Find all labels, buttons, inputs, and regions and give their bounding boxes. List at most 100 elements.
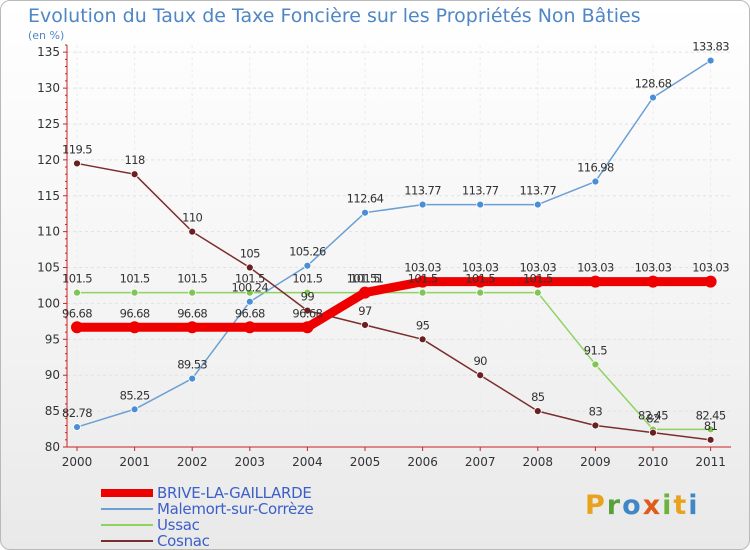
data-point bbox=[359, 286, 371, 299]
data-point bbox=[243, 321, 256, 334]
data-point bbox=[418, 288, 427, 297]
data-point bbox=[128, 321, 141, 334]
data-label: 101.5 bbox=[62, 272, 92, 286]
legend-swatch bbox=[101, 524, 153, 526]
data-label: 101.5 bbox=[292, 272, 322, 286]
x-tick-label: 2009 bbox=[580, 455, 611, 469]
y-tick-label: 95 bbox=[45, 332, 60, 346]
data-label: 82.45 bbox=[638, 408, 668, 422]
series-line bbox=[72, 277, 716, 332]
logo-letter: r bbox=[606, 490, 623, 521]
data-label: 101.5 bbox=[350, 272, 380, 286]
y-tick-label: 105 bbox=[37, 261, 60, 275]
data-label: 118 bbox=[125, 153, 145, 167]
legend-label: Malemort-sur-Corrèze bbox=[157, 500, 314, 518]
data-point bbox=[303, 288, 312, 297]
data-label: 101.5 bbox=[465, 272, 495, 286]
data-point bbox=[591, 177, 600, 186]
data-label: 85.25 bbox=[120, 388, 150, 402]
data-label: 105 bbox=[240, 247, 260, 261]
series-line bbox=[76, 162, 712, 441]
data-label: 103.03 bbox=[462, 261, 499, 275]
data-point bbox=[533, 200, 542, 209]
x-tick-label: 2003 bbox=[235, 455, 266, 469]
data-label: 101.5 bbox=[523, 272, 553, 286]
y-tick-label: 120 bbox=[37, 153, 60, 167]
data-label: 116.98 bbox=[577, 161, 614, 175]
line-chart: 80 85 90 95 100 105 110 115 120 125 130 135 2000 2001… bbox=[37, 40, 731, 469]
x-tick-label: 2001 bbox=[119, 455, 150, 469]
data-label: 96.68 bbox=[62, 306, 92, 320]
data-label: 99 bbox=[301, 290, 315, 304]
data-label: 90 bbox=[473, 354, 487, 368]
y-tick-label: 90 bbox=[45, 368, 60, 382]
y-tick-label: 135 bbox=[37, 45, 60, 59]
logo-letter: i bbox=[688, 490, 700, 521]
data-point bbox=[474, 275, 487, 288]
chart-title: Evolution du Taux de Taxe Foncière sur l… bbox=[28, 5, 641, 27]
data-point bbox=[73, 159, 81, 168]
x-tick-label: 2006 bbox=[407, 455, 438, 469]
logo-letter: o bbox=[622, 490, 643, 521]
data-label: 85 bbox=[531, 390, 545, 404]
x-tick-label: 2002 bbox=[177, 455, 208, 469]
legend-label: BRIVE-LA-GAILLARDE bbox=[157, 484, 312, 502]
data-point bbox=[303, 261, 312, 270]
y-tick-label: 115 bbox=[37, 189, 60, 203]
y-tick-label: 80 bbox=[45, 440, 60, 454]
data-label: 103.03 bbox=[519, 261, 556, 275]
data-label: 81 bbox=[704, 419, 718, 433]
data-label: 95 bbox=[416, 318, 430, 332]
data-point bbox=[649, 428, 657, 437]
data-point bbox=[418, 335, 427, 344]
x-tick-label: 2000 bbox=[62, 455, 93, 469]
legend-label: Ussac bbox=[157, 516, 200, 534]
x-tick-label: 2008 bbox=[523, 455, 554, 469]
data-label: 133.83 bbox=[692, 40, 729, 54]
data-point bbox=[533, 288, 542, 297]
data-point bbox=[361, 321, 369, 329]
series-line bbox=[76, 291, 712, 431]
data-label: 103.03 bbox=[635, 261, 672, 275]
data-point bbox=[476, 371, 485, 380]
x-tick-label: 2010 bbox=[638, 455, 669, 469]
unit-label: (en %) bbox=[28, 29, 65, 42]
data-point bbox=[361, 208, 369, 217]
data-label: 91.5 bbox=[584, 343, 607, 357]
data-point bbox=[591, 360, 600, 369]
data-label: 119.5 bbox=[62, 142, 92, 156]
series-line bbox=[76, 59, 712, 428]
data-point bbox=[647, 275, 659, 288]
x-tick-label: 2004 bbox=[292, 455, 323, 469]
data-point bbox=[245, 297, 254, 306]
data-label: 113.77 bbox=[519, 184, 556, 198]
data-point bbox=[301, 321, 314, 334]
proxiti-logo: Proxiti bbox=[585, 490, 700, 521]
data-label: 89.53 bbox=[177, 358, 207, 372]
data-point bbox=[130, 405, 139, 414]
data-point bbox=[188, 227, 197, 236]
data-point bbox=[303, 306, 312, 315]
data-point bbox=[533, 407, 542, 416]
data-label: 113.77 bbox=[462, 184, 499, 198]
data-label: 105.26 bbox=[289, 245, 326, 259]
legend-swatch bbox=[101, 508, 153, 510]
legend-swatch bbox=[101, 489, 153, 497]
data-label: 112.64 bbox=[347, 192, 384, 206]
data-label: 128.68 bbox=[635, 77, 672, 91]
data-point bbox=[188, 288, 197, 297]
data-label: 113.77 bbox=[404, 184, 441, 198]
data-point bbox=[245, 288, 254, 297]
logo-letter: i bbox=[662, 490, 674, 521]
data-label: 103.03 bbox=[577, 261, 614, 275]
data-point bbox=[416, 275, 429, 288]
y-tick-label: 130 bbox=[37, 81, 60, 95]
data-label: 82.78 bbox=[62, 406, 92, 420]
x-tick-label: 2005 bbox=[350, 455, 381, 469]
logo-letter: x bbox=[642, 490, 663, 521]
data-point bbox=[73, 288, 81, 297]
data-label: 96.68 bbox=[177, 306, 207, 320]
data-label: 96.68 bbox=[292, 306, 322, 320]
data-point bbox=[476, 288, 485, 297]
